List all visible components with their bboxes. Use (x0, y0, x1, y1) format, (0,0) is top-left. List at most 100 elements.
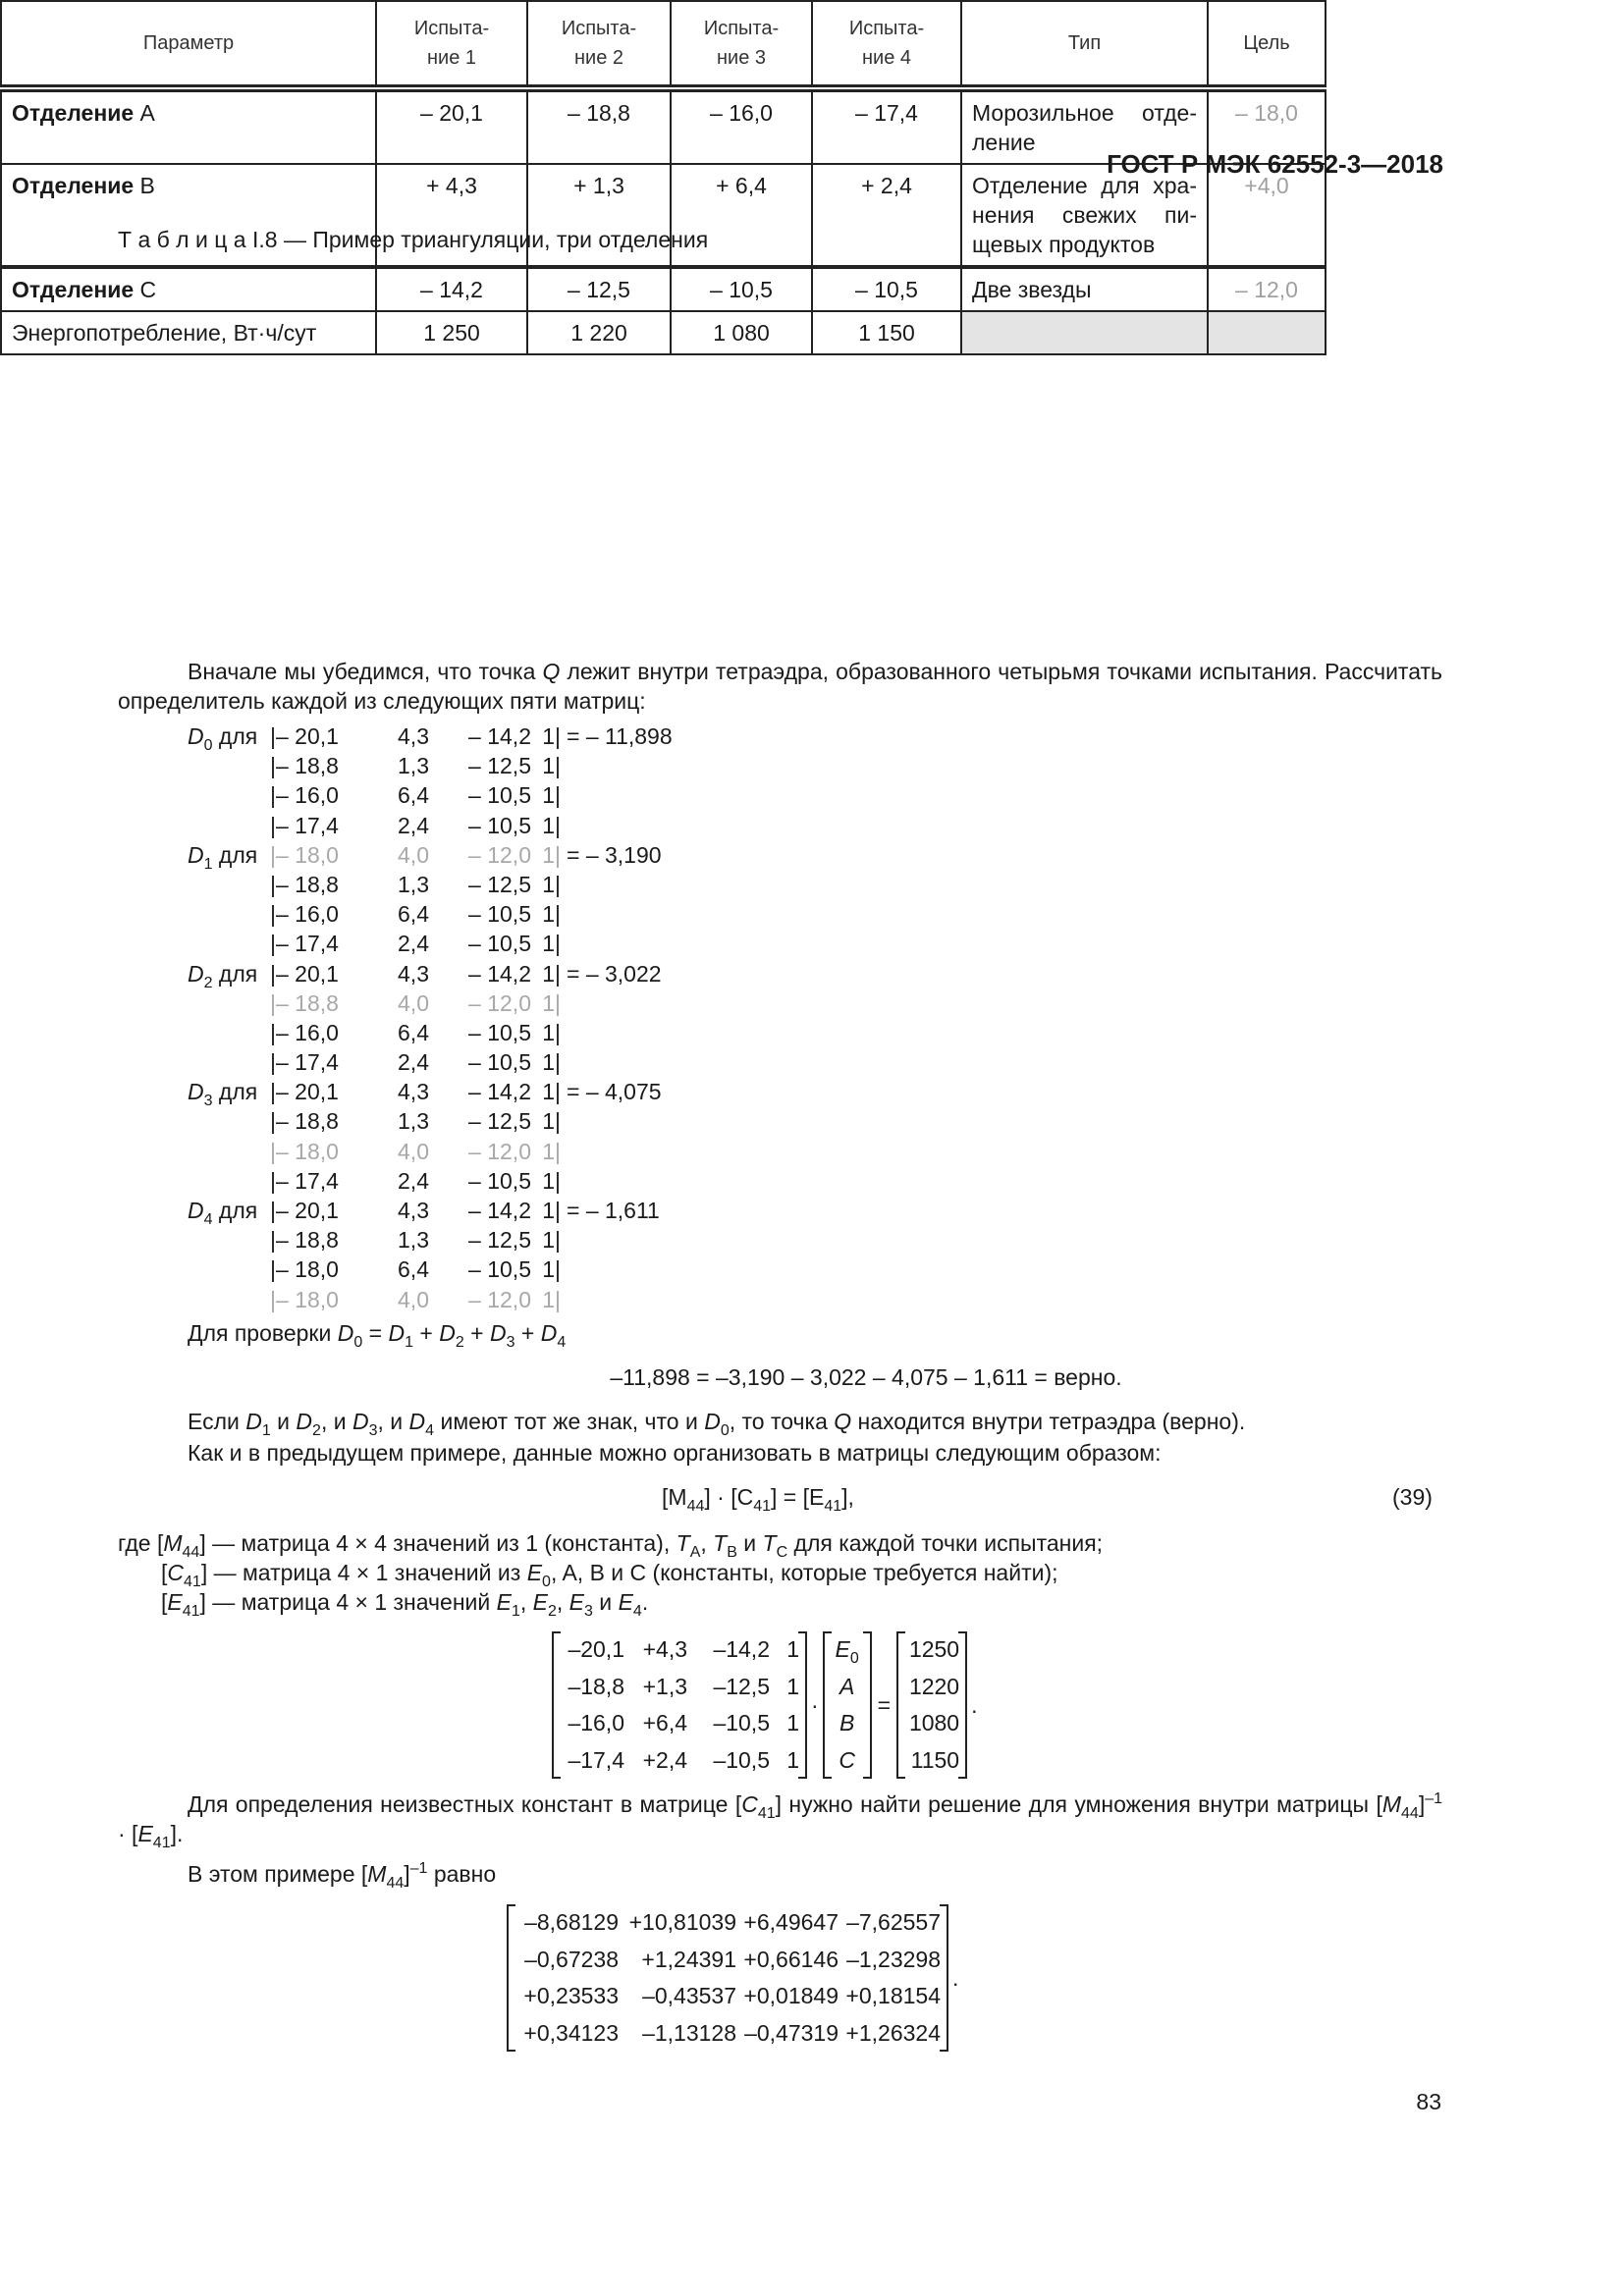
text-segment: Q (834, 1409, 852, 1434)
param-suffix: B (134, 173, 155, 198)
subscript: 3 (506, 1334, 515, 1351)
cell: 1| (542, 1079, 561, 1105)
test-value: + 2,4 (811, 163, 962, 269)
param-name: Отделение (12, 277, 135, 302)
param-suffix: C (134, 277, 157, 302)
cell: – 14,2 (468, 1079, 531, 1105)
param-suffix: A (134, 100, 155, 126)
matrix-cell: A (831, 1674, 864, 1700)
symbol: D (188, 1198, 204, 1223)
text-segment: , и (320, 1409, 352, 1434)
column-header: Параметр (0, 0, 377, 92)
text-segment: M (1381, 1791, 1402, 1817)
text-segment: A (839, 1673, 855, 1699)
determinant-result: = – 4,075 (567, 1079, 662, 1105)
matrix-cell: –10,5 (713, 1747, 770, 1774)
matrix-cell: +0,34123 (523, 2020, 619, 2047)
cell: 1,3 (398, 753, 429, 779)
where-line-c41: [C41] — матрица 4 × 1 значений из E0, A,… (161, 1558, 1058, 1590)
sign-paragraph: Если D1 и D2, и D3, и D4 имеют тот же зн… (118, 1407, 1442, 1439)
matrix-cell: +0,23533 (523, 1983, 619, 2009)
subscript: 0 (353, 1334, 363, 1351)
type-cell: Морозильное отде­ление (960, 87, 1209, 165)
text-segment: Если (188, 1409, 246, 1434)
subscript: 4 (557, 1334, 567, 1351)
matrix-cell: –0,43537 (642, 1983, 736, 2009)
subscript: 4 (632, 1603, 642, 1620)
matrix-cell: 1150 (910, 1747, 960, 1774)
intro-paragraph: Вначале мы убедимся, что точка Q лежит в… (118, 657, 1442, 716)
solve-paragraph: Для определения неизвестных констант в м… (118, 1789, 1442, 1851)
determinant-cells: |– 17,4 2,4 – 10,5 1| (270, 1168, 561, 1195)
cell: 1| (542, 782, 561, 809)
determinant-cells: |– 18,0 6,4 – 10,5 1| (270, 1256, 561, 1283)
param-cell: Отделение B (0, 163, 377, 269)
inverse-intro: В этом примере [M44]–1 равно (188, 1859, 497, 1892)
subscript: 0 (203, 737, 213, 754)
cell: 1| (542, 1167, 561, 1194)
subscript: 44 (686, 1498, 705, 1515)
determinant-result: = – 11,898 (567, 723, 673, 749)
matrix-row: –20,1 +4,3 –14,2 1 (560, 1631, 799, 1669)
table-row: Отделение C – 14,2– 12,5– 10,5– 10,5 Две з… (0, 266, 1326, 312)
cell: 1| (542, 901, 561, 928)
subscript: 2 (203, 974, 213, 991)
cell: 1| (542, 841, 561, 868)
subscript: 0 (542, 1574, 551, 1590)
determinant-label: D2 для (188, 961, 270, 991)
determinant-cells: |– 20,1 4,3 – 14,2 1| = – 11,898 (270, 723, 673, 750)
matrix-cell: +6,49647 (743, 1909, 839, 1936)
text-segment: равно (427, 1861, 497, 1887)
test-value: + 6,4 (670, 163, 813, 269)
table-row: Отделение B + 4,3 + 1,3 + 6,4 + 2,4 Отделение… (0, 163, 1326, 269)
determinant-cells: |– 18,0 4,0 – 12,0 1| (270, 1139, 561, 1165)
multiply-dot: · (811, 1691, 819, 1718)
word: для (212, 1079, 258, 1105)
vector-c41: E0 A B C (822, 1631, 872, 1780)
text-segment: · [ (118, 1821, 138, 1846)
text-segment: E (496, 1589, 512, 1615)
test-value: 1 220 (526, 310, 672, 355)
cell: 2,4 (398, 931, 429, 957)
text-segment: C (741, 1791, 758, 1817)
determinant-cells: |– 18,0 4,0 – 12,0 1| (270, 1287, 561, 1313)
text-segment: D (439, 1320, 456, 1346)
matrix-row: A (831, 1669, 864, 1706)
text-segment: ] · [C (704, 1484, 754, 1510)
cell: – 14,2 (468, 723, 531, 749)
cell: 4,0 (398, 1138, 429, 1164)
matrix-row: 1250 (904, 1631, 959, 1669)
cell: 2,4 (398, 812, 429, 838)
cell: 1| (542, 1049, 561, 1076)
matrix-cell: 1 (786, 1710, 799, 1736)
text-segment: ] (1418, 1791, 1426, 1817)
cell: |– 18,8 (270, 1108, 339, 1135)
text-segment: C (839, 1747, 855, 1774)
cell: – 10,5 (468, 1256, 531, 1283)
cell: – 12,0 (468, 841, 531, 868)
cell: 6,4 (398, 782, 429, 809)
cell: |– 16,0 (270, 901, 339, 928)
matrix-cell: +0,01849 (743, 1983, 839, 2009)
type-cell: Две звезды (960, 266, 1209, 312)
determinant-cells: |– 16,0 6,4 – 10,5 1| (270, 782, 561, 809)
text-segment: ] — матрица 4 × 4 значений из 1 (констан… (199, 1530, 677, 1556)
text-segment: ] = [E (771, 1484, 825, 1510)
matrix-row: C (831, 1742, 864, 1780)
cell: 4,3 (398, 723, 429, 749)
type-cell: Отделение для хра­нения свежих пи­щевых … (960, 163, 1209, 269)
test-value: + 1,3 (526, 163, 672, 269)
test-value: – 20,1 (375, 87, 528, 165)
subscript: 1 (203, 855, 213, 873)
matrix-cell: +4,3 (642, 1636, 687, 1663)
param-name: Отделение (12, 173, 135, 198)
test-value: – 16,0 (670, 87, 813, 165)
test-value: – 18,8 (526, 87, 672, 165)
cell: 4,3 (398, 960, 429, 987)
text-segment: Для проверки (188, 1320, 338, 1346)
cell: – 14,2 (468, 960, 531, 987)
subscript: 41 (757, 1805, 776, 1822)
matrix-cell: –16,0 (568, 1710, 624, 1736)
matrix-row: 1080 (904, 1705, 959, 1742)
text-segment: E (526, 1560, 543, 1585)
